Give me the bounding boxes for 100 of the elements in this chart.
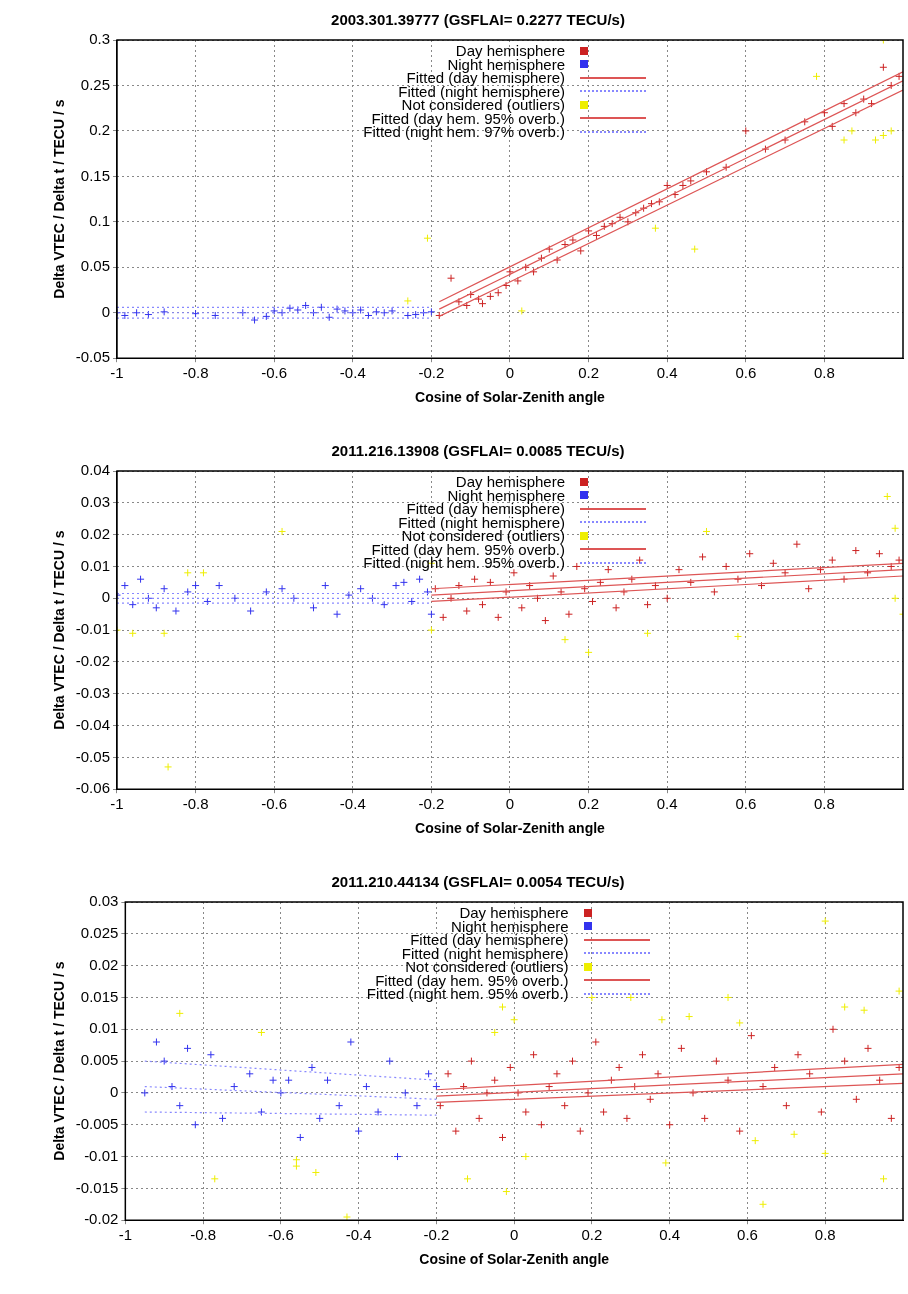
x-tick-label: 0.6 (735, 364, 757, 382)
point (724, 993, 733, 1002)
point (354, 1127, 363, 1136)
point (210, 1174, 219, 1183)
point (612, 603, 621, 612)
point (651, 224, 660, 233)
point (160, 307, 169, 316)
point (513, 276, 522, 285)
y-axis-title: Delta VTEC / Delta t / TECU / s (51, 961, 68, 1161)
point (191, 309, 200, 318)
point (817, 1108, 826, 1117)
point (686, 176, 695, 185)
x-tick-label: -0.2 (423, 1226, 450, 1244)
point (840, 136, 849, 145)
point (674, 565, 683, 574)
point (478, 600, 487, 609)
point (561, 240, 570, 249)
point (246, 607, 255, 616)
point (494, 288, 503, 297)
point (759, 1082, 768, 1091)
point (840, 1003, 849, 1012)
point (346, 1038, 355, 1047)
point (333, 610, 342, 619)
point (374, 1108, 383, 1117)
point (388, 306, 397, 315)
point (568, 236, 577, 245)
point (700, 1114, 709, 1123)
point (677, 1044, 686, 1053)
point (638, 1050, 647, 1059)
point (879, 131, 888, 140)
point (344, 591, 353, 600)
point (623, 217, 632, 226)
point (591, 1038, 600, 1047)
x-tick-label: 0.8 (813, 364, 835, 382)
point (517, 603, 526, 612)
point (541, 616, 550, 625)
point (722, 163, 731, 172)
point (751, 1136, 760, 1145)
point (781, 136, 790, 145)
point (167, 1082, 176, 1091)
point (444, 1069, 453, 1078)
point (665, 1120, 674, 1129)
y-axis-title: Delta VTEC / Delta t / TECU / s (51, 530, 68, 730)
point (262, 587, 271, 596)
point (171, 607, 180, 616)
point (183, 1044, 192, 1053)
point (875, 1076, 884, 1085)
point (887, 1114, 896, 1123)
x-tick-label: 0 (505, 795, 515, 813)
point (215, 581, 224, 590)
chart-title: 2011.216.13908 (GSFLAI= 0.0085 TECU/s) (331, 442, 625, 460)
point (447, 594, 456, 603)
point (128, 629, 137, 638)
x-tick-label: -1 (118, 1226, 132, 1244)
point (160, 1057, 169, 1066)
point (671, 190, 680, 199)
point (325, 313, 334, 322)
point (164, 762, 173, 771)
point (427, 307, 436, 316)
point (821, 1149, 830, 1158)
point (333, 305, 342, 314)
point (403, 296, 412, 305)
point (599, 1108, 608, 1117)
point (635, 556, 644, 565)
point (191, 1120, 200, 1129)
point (454, 297, 463, 306)
x-tick-label: -0.8 (182, 364, 209, 382)
point (385, 1057, 394, 1066)
point (293, 306, 302, 315)
point (311, 1168, 320, 1177)
point (494, 613, 503, 622)
y-tick-label: -0.005 (75, 1114, 119, 1132)
point (245, 1069, 254, 1078)
point (879, 63, 888, 72)
point (120, 311, 129, 320)
point (521, 1152, 530, 1161)
point (502, 587, 511, 596)
point (230, 594, 239, 603)
point (490, 1028, 499, 1037)
point (549, 572, 558, 581)
point (875, 549, 884, 558)
point (285, 304, 294, 313)
point (576, 1127, 585, 1136)
point (517, 306, 526, 315)
point (321, 581, 330, 590)
x-tick-label: -0.4 (339, 795, 366, 813)
point (335, 1101, 344, 1110)
point (698, 552, 707, 561)
point (864, 1044, 873, 1053)
point (735, 1018, 744, 1027)
x-axis-title: Cosine of Solar-Zenith angle (415, 389, 606, 406)
point (722, 562, 731, 571)
point (502, 1187, 511, 1196)
point (622, 1114, 631, 1123)
point (340, 306, 349, 315)
y-tick-label: 0.1 (89, 211, 110, 229)
point (895, 72, 903, 81)
y-tick-label: -0.05 (75, 348, 110, 366)
y-tick-label: 0.03 (80, 492, 110, 510)
point (510, 1015, 519, 1024)
